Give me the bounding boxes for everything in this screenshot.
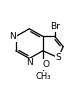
Text: N: N xyxy=(9,32,16,41)
Text: N: N xyxy=(26,58,33,67)
Text: S: S xyxy=(55,53,61,62)
Text: Br: Br xyxy=(50,22,60,31)
Text: O: O xyxy=(43,60,50,69)
Text: CH₃: CH₃ xyxy=(35,72,51,81)
